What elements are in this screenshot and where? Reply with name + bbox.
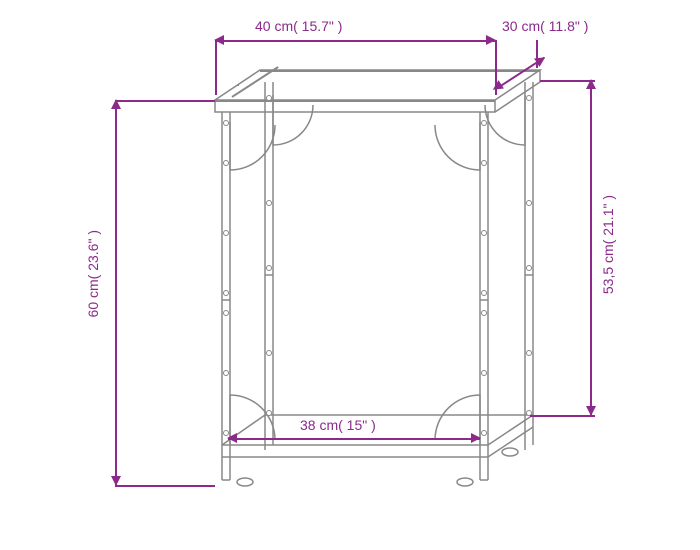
- dim-width-top-label: 40 cm( 15.7" ): [255, 18, 342, 34]
- dim-height-shelf-label: 53,5 cm( 21.1" ): [600, 195, 616, 294]
- dim-height-full-label: 60 cm( 23.6" ): [85, 230, 101, 317]
- diagram-canvas: 40 cm( 15.7" ) 30 cm( 11.8" ) 60 cm( 23.…: [0, 0, 700, 550]
- dim-width-shelf-label: 38 cm( 15" ): [300, 417, 376, 433]
- dim-depth-top-label: 30 cm( 11.8" ): [502, 18, 588, 34]
